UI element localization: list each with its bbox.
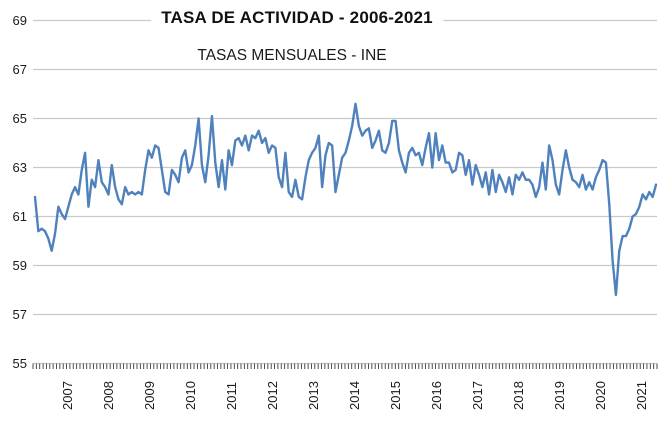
year-label: 2014 — [347, 381, 362, 410]
year-label: 2017 — [470, 381, 485, 410]
year-label: 2008 — [101, 381, 116, 410]
year-label: 2010 — [183, 381, 198, 410]
year-label: 2019 — [552, 381, 567, 410]
y-axis-label: 67 — [13, 62, 27, 77]
year-label: 2012 — [265, 381, 280, 410]
year-label: 2007 — [60, 381, 75, 410]
year-label: 2013 — [306, 381, 321, 410]
year-label: 2018 — [511, 381, 526, 410]
chart-subtitle: TASAS MENSUALES - INE — [185, 47, 399, 65]
year-label: 2021 — [634, 381, 649, 410]
year-label: 2020 — [593, 381, 608, 410]
year-label: 2015 — [388, 381, 403, 410]
y-axis-label: 63 — [13, 160, 27, 175]
year-label: 2009 — [142, 381, 157, 410]
activity-rate-line — [33, 102, 658, 297]
y-axis-label: 57 — [13, 307, 27, 322]
y-axis-label: 61 — [13, 209, 27, 224]
y-axis-label: 55 — [13, 356, 27, 371]
year-label: 2011 — [224, 382, 239, 410]
year-label: 2016 — [429, 381, 444, 410]
chart-title: TASA DE ACTIVIDAD - 2006-2021 — [151, 8, 443, 28]
y-axis-label: 65 — [13, 111, 27, 126]
y-axis-label: 59 — [13, 258, 27, 273]
y-axis-label: 69 — [13, 13, 27, 28]
